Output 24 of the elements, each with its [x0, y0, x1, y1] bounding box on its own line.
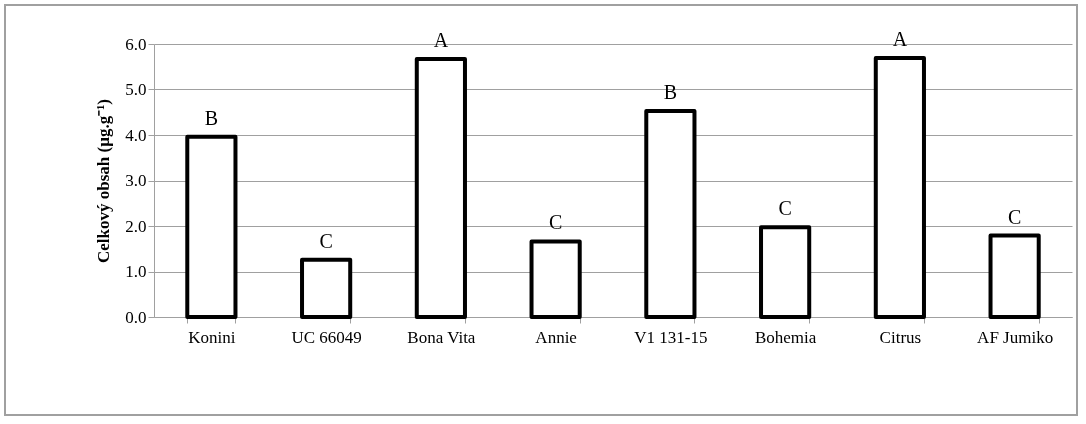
- x-tick-label: Annie: [535, 327, 577, 347]
- y-tick-label: 3.0: [125, 171, 147, 190]
- annotation: C: [548, 211, 563, 234]
- x-tick-label: AF Jumiko: [977, 327, 1054, 347]
- x-tick-label: V1 131-15: [634, 327, 708, 347]
- x-tick-label: Bohemia: [754, 327, 817, 347]
- annotation: A: [433, 29, 449, 52]
- y-axis-title: Celkový obsah (µg.g⁻¹): [94, 99, 114, 263]
- x-tick-label: Bona Vita: [407, 327, 476, 347]
- y-tick-label: 4.0: [125, 125, 147, 145]
- annotation: A: [892, 28, 908, 51]
- y-tick-label: 6.0: [125, 34, 147, 54]
- x-tick-label: Konini: [188, 327, 236, 347]
- y-tick-label: 0.0: [125, 307, 147, 327]
- x-tick-label: UC 66049: [291, 327, 362, 347]
- annotation: C: [778, 197, 792, 220]
- y-tick-label: 1.0: [125, 262, 147, 281]
- annotation: B: [663, 80, 678, 103]
- annotation: C: [319, 229, 333, 252]
- annotation: C: [1007, 205, 1022, 228]
- annotation: B: [204, 106, 219, 129]
- x-tick-label: Citrus: [879, 327, 922, 347]
- y-tick-label: 2.0: [125, 216, 147, 236]
- y-tick-label: 5.0: [125, 80, 147, 99]
